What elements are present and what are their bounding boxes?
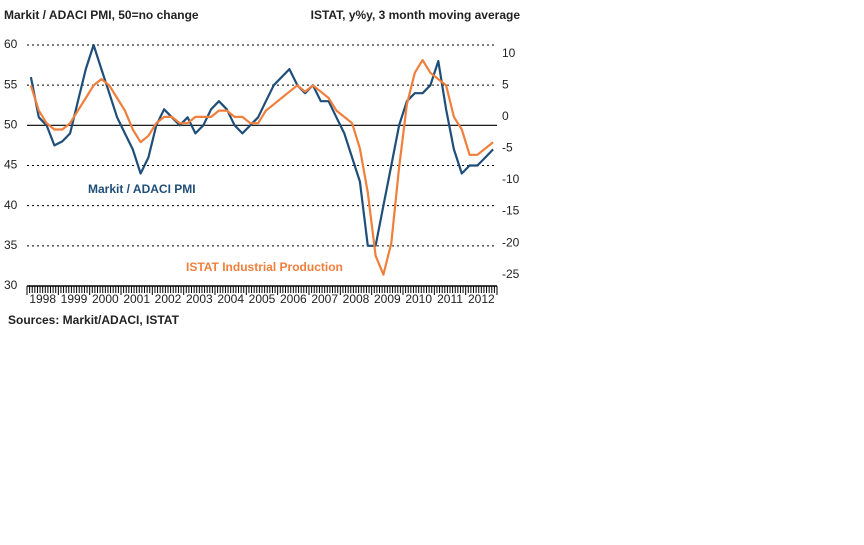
y2-tick-label: 0 xyxy=(502,109,509,123)
x-tick-label: 2006 xyxy=(280,292,307,306)
y2-tick-label: -10 xyxy=(502,172,520,186)
x-tick-label: 2009 xyxy=(374,292,401,306)
y2-tick-label: 10 xyxy=(502,46,516,60)
x-tick-label: 2000 xyxy=(92,292,119,306)
x-tick-label: 1998 xyxy=(29,292,56,306)
x-tick-label: 2010 xyxy=(405,292,432,306)
y-tick-label: 35 xyxy=(4,238,18,252)
y2-tick-label: 5 xyxy=(502,78,509,92)
x-tick-label: 2002 xyxy=(155,292,182,306)
y-tick-label: 60 xyxy=(4,37,18,51)
x-tick-label: 1999 xyxy=(61,292,88,306)
x-tick-label: 2008 xyxy=(343,292,370,306)
y-tick-label: 30 xyxy=(4,278,18,292)
source: Sources: Markit/ADACI, ISTAT xyxy=(8,313,180,327)
annotation: Markit / ADACI PMI xyxy=(88,182,196,196)
annotation: ISTAT Industrial Production xyxy=(186,260,343,274)
y2-tick-label: -25 xyxy=(502,267,520,281)
x-tick-label: 2003 xyxy=(186,292,213,306)
series-line xyxy=(29,43,494,247)
y-tick-label: 45 xyxy=(4,158,18,172)
x-tick-label: 2011 xyxy=(437,292,463,306)
y-tick-label: 40 xyxy=(4,198,18,212)
y-tick-label: 55 xyxy=(4,77,18,91)
y-tick-label: 50 xyxy=(4,118,18,132)
x-tick-label: 2007 xyxy=(311,292,338,306)
x-tick-label: 2012 xyxy=(468,292,495,306)
chart-subtitle: ISTAT, y%y, 3 month moving average xyxy=(311,8,521,22)
y2-tick-label: -5 xyxy=(502,141,513,155)
y2-tick-label: -15 xyxy=(502,204,520,218)
chart-title: Markit / ADACI PMI, 50=no change xyxy=(4,8,199,22)
y2-tick-label: -20 xyxy=(502,235,520,249)
x-tick-label: 2005 xyxy=(249,292,276,306)
series-line xyxy=(29,59,494,276)
x-tick-label: 2001 xyxy=(123,292,150,306)
x-tick-label: 2004 xyxy=(217,292,244,306)
